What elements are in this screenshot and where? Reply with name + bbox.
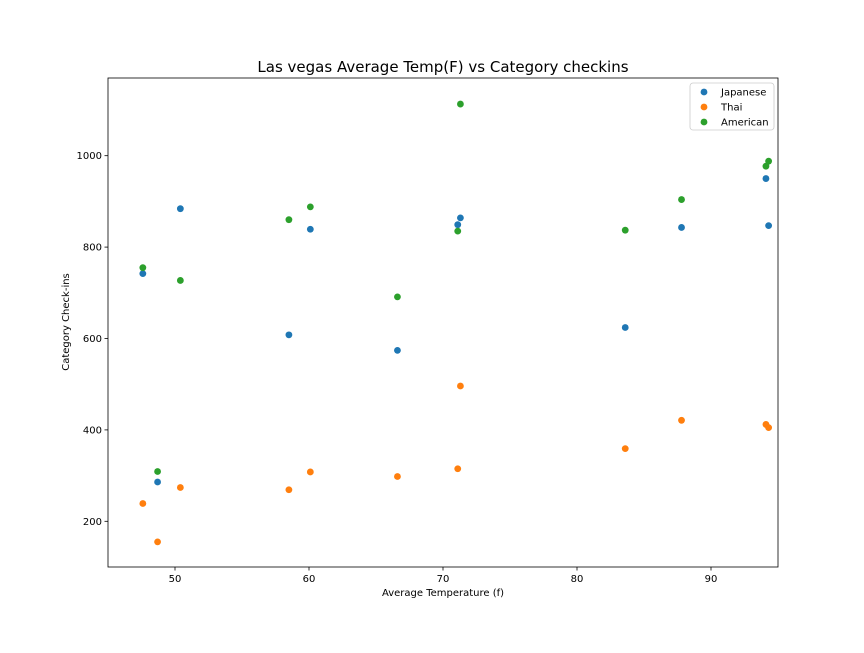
data-markers (139, 100, 773, 546)
x-axis-ticks: 50 60 70 80 90 (169, 567, 718, 585)
legend-marker-thai (700, 103, 708, 111)
american-point (457, 100, 464, 108)
thai-point (678, 416, 685, 424)
x-tick-label: 60 (303, 574, 316, 585)
japanese-point (139, 270, 147, 277)
american-point (154, 468, 161, 475)
x-tick-label: 90 (705, 574, 718, 585)
american-point (176, 277, 184, 284)
chart-title: Las vegas Average Temp(F) vs Category ch… (257, 58, 628, 76)
thai-point (139, 500, 147, 507)
american-point (139, 264, 147, 272)
x-tick-label: 70 (437, 574, 450, 585)
legend-frame (689, 82, 775, 131)
thai-point (457, 382, 464, 390)
american-point (285, 216, 293, 224)
american-point (394, 293, 401, 301)
japanese-point (457, 214, 464, 222)
y-axis-label: Category Check-ins (61, 273, 72, 371)
thai-point (621, 445, 629, 453)
x-axis-label: Average Temperature (f) (382, 588, 504, 599)
american-point (678, 196, 685, 203)
japanese-point (394, 346, 401, 354)
american-point (762, 162, 770, 170)
japanese-point (285, 331, 293, 339)
japanese-point (176, 205, 184, 213)
legend-marker-american (700, 118, 708, 126)
y-axis-ticks: 200 400 600 800 1000 (77, 151, 108, 528)
japanese-point (306, 225, 314, 233)
y-tick-label: 600 (83, 334, 102, 345)
x-tick-label: 80 (571, 574, 584, 585)
legend-label-american: American (721, 118, 769, 129)
legend-items: Japanese Thai American (700, 88, 769, 129)
american-point (306, 203, 314, 211)
y-tick-label: 800 (83, 243, 102, 254)
japanese-point (765, 222, 773, 230)
legend-marker-japanese (700, 88, 708, 96)
japanese-point (454, 221, 462, 229)
japanese-point (678, 224, 685, 231)
y-tick-label: 200 (83, 517, 102, 528)
thai-point (306, 468, 314, 476)
plot-background (108, 78, 778, 567)
legend: Japanese Thai American (689, 82, 775, 131)
japanese-point (762, 175, 770, 182)
japanese-point (154, 478, 161, 486)
plot-area (107, 77, 779, 568)
x-tick-label: 50 (169, 574, 182, 585)
y-tick-label: 1000 (77, 151, 102, 162)
american-point (454, 227, 462, 235)
thai-point (176, 484, 184, 491)
thai-point (154, 538, 161, 546)
y-tick-label: 400 (83, 425, 102, 436)
japanese-point (621, 324, 629, 331)
legend-label-japanese: Japanese (720, 88, 766, 99)
thai-point (285, 486, 293, 494)
thai-point (394, 473, 401, 480)
thai-point (765, 424, 773, 432)
thai-point (454, 465, 462, 473)
legend-label-thai: Thai (720, 103, 742, 114)
american-point (765, 157, 773, 165)
american-point (621, 226, 629, 234)
